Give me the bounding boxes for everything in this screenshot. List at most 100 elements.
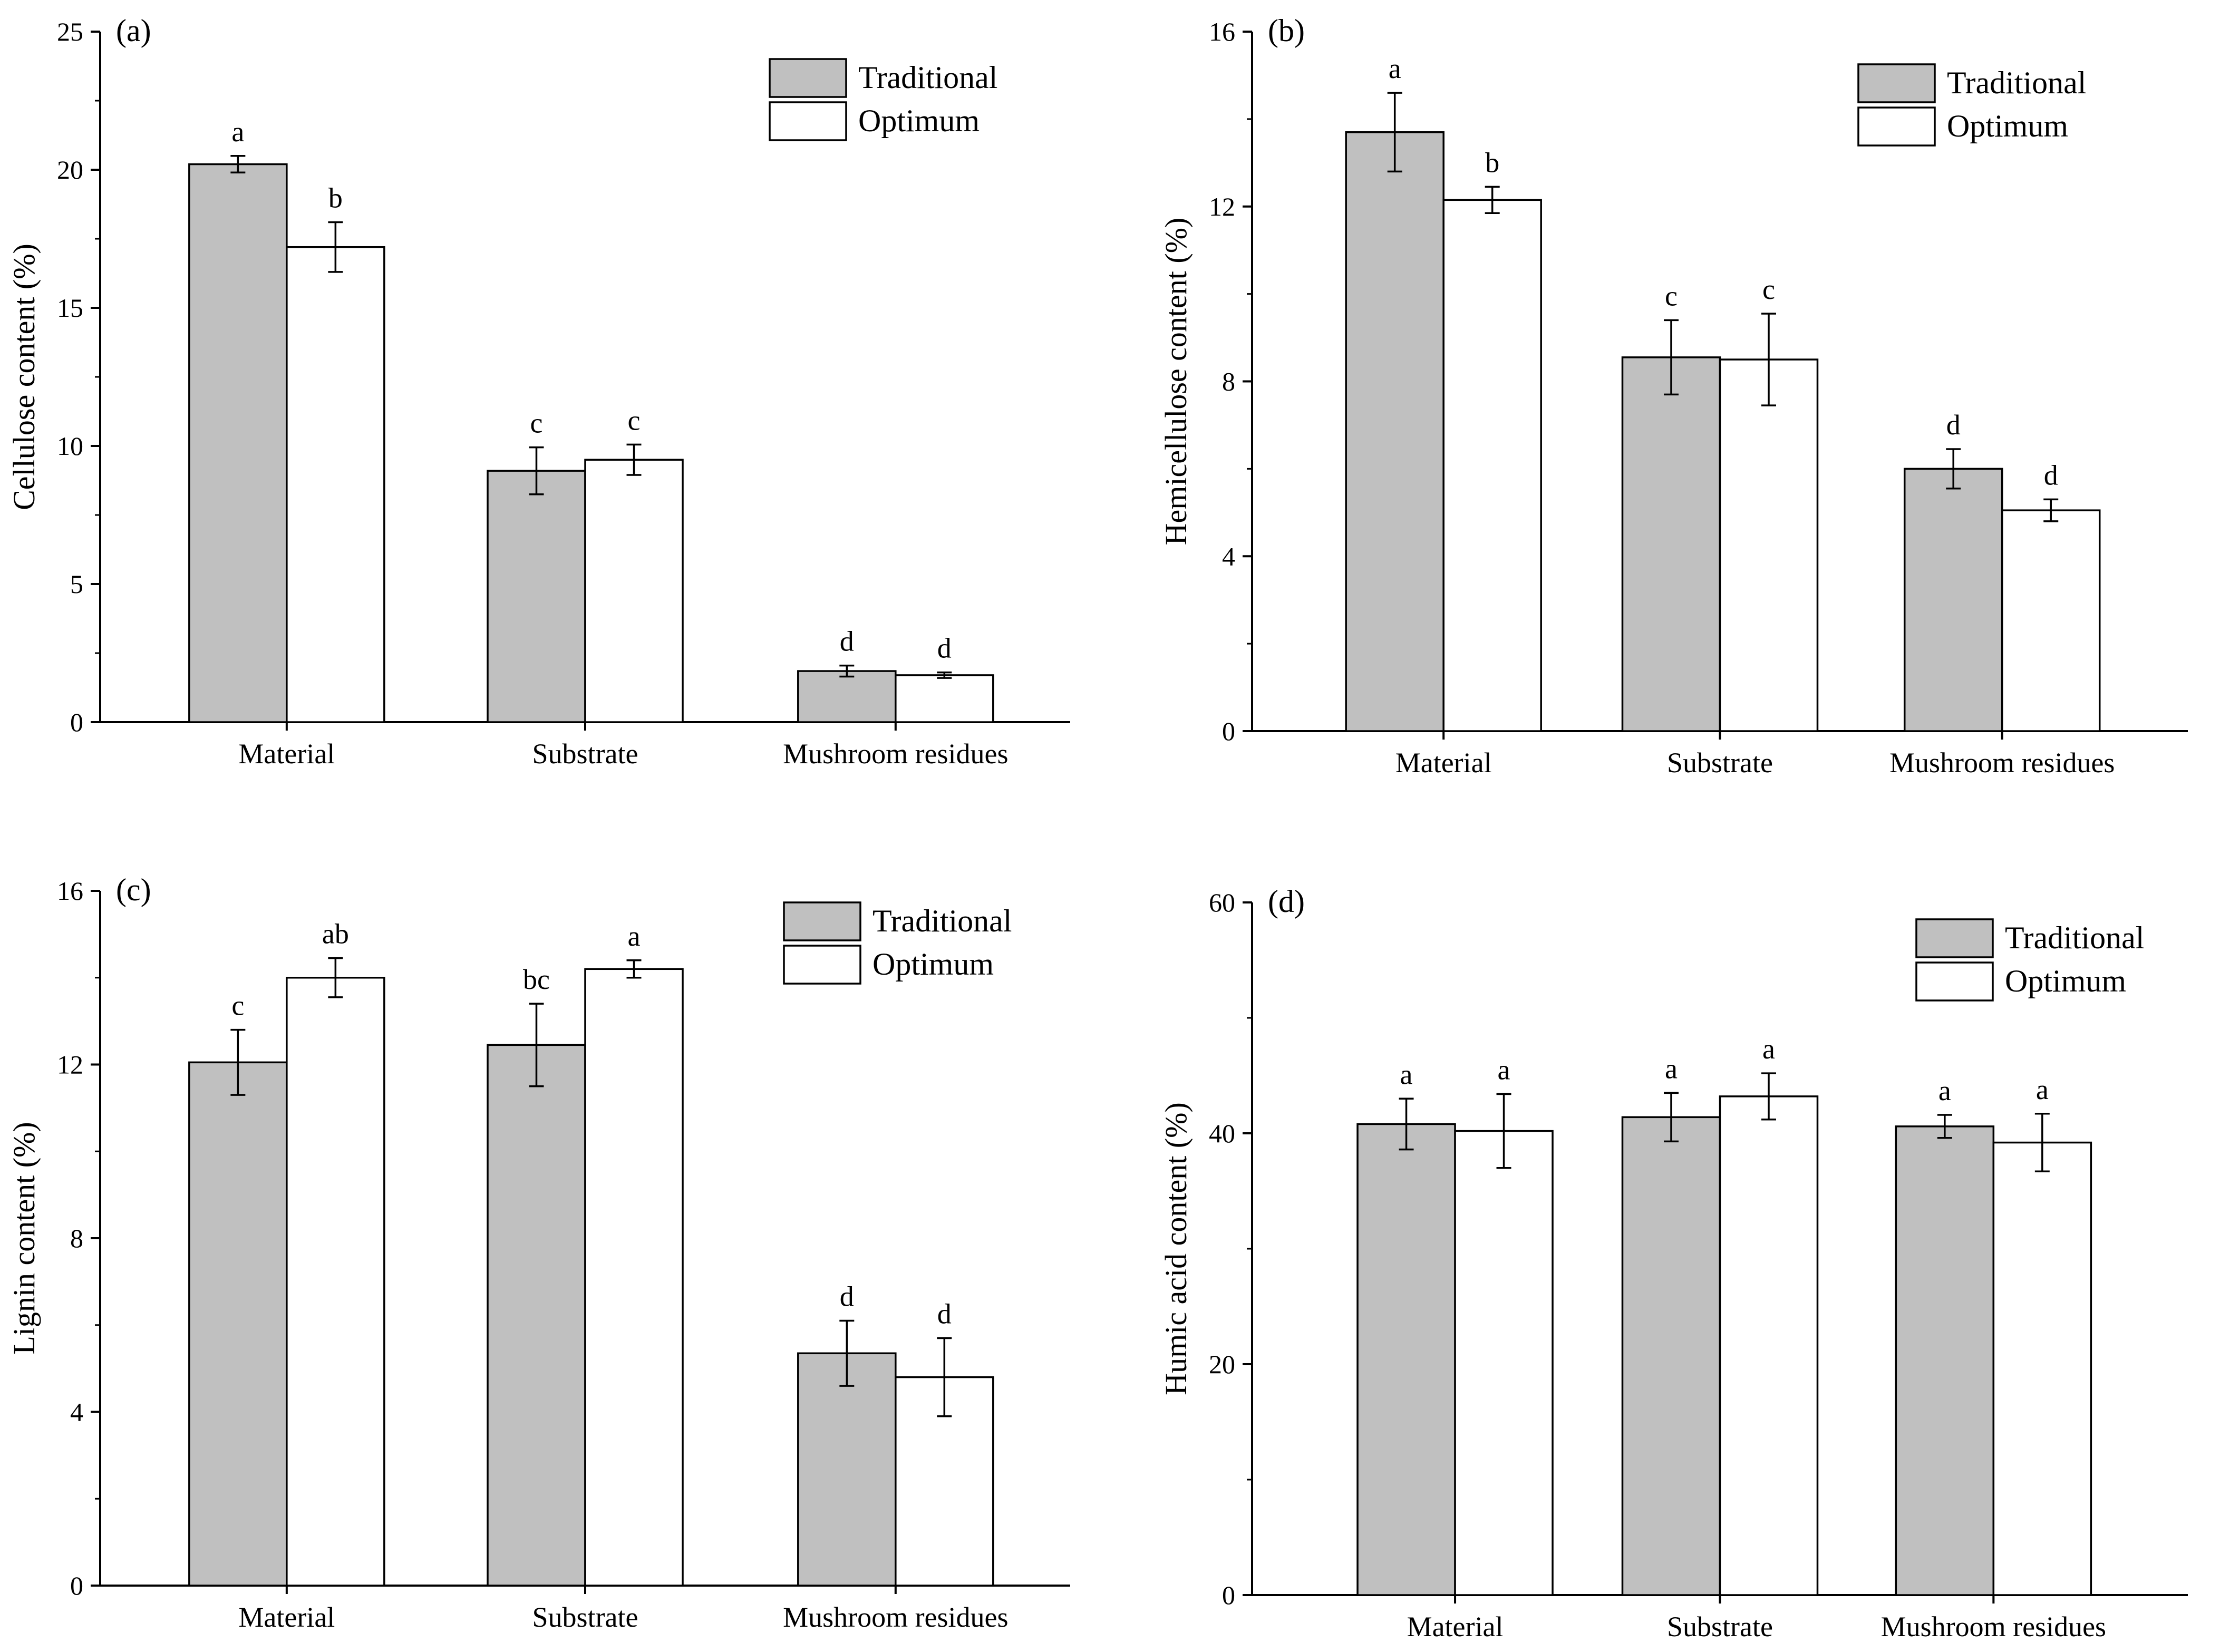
y-tick-label: 60 xyxy=(1209,888,1235,917)
significance-letter: a xyxy=(1665,1053,1678,1084)
bar-traditional xyxy=(1621,1116,1721,1596)
significance-letter: a xyxy=(1400,1058,1413,1090)
bar-optimum xyxy=(286,977,385,1587)
bar-optimum xyxy=(1454,1130,1554,1596)
significance-letter: c xyxy=(530,407,543,439)
x-category-label: Mushroom residues xyxy=(783,738,1008,770)
chart-panel-1: 0 5 10 15 20 25 Cellulose content (%) (a) Materi… xyxy=(7,13,1070,770)
legend: Traditional Optimum xyxy=(769,58,997,141)
significance-letter: d xyxy=(2044,459,2058,491)
legend-swatch-traditional xyxy=(1915,918,1994,958)
bar-optimum xyxy=(584,459,684,723)
panel-tag: (b) xyxy=(1268,13,1305,48)
x-category-label: Substrate xyxy=(1667,747,1773,779)
bar-traditional xyxy=(1356,1123,1456,1596)
x-category-label: Material xyxy=(238,1601,335,1633)
y-tick-label: 4 xyxy=(70,1397,83,1427)
significance-letter: a xyxy=(1389,53,1401,84)
bar-optimum xyxy=(1992,1141,2092,1596)
panel-tag: (c) xyxy=(116,872,151,907)
x-category-label: Mushroom residues xyxy=(1889,747,2115,779)
significance-letter: d xyxy=(840,626,854,657)
significance-letter: c xyxy=(1665,280,1678,312)
significance-letter: a xyxy=(1762,1033,1775,1065)
y-axis-title: Humic acid content (%) xyxy=(1159,1102,1193,1395)
bar-optimum xyxy=(1719,1095,1819,1596)
x-category-label: Mushroom residues xyxy=(783,1601,1008,1633)
legend-label: Optimum xyxy=(858,103,980,138)
y-tick-label: 5 xyxy=(70,569,83,599)
y-tick-label: 40 xyxy=(1209,1119,1235,1148)
legend: Traditional Optimum xyxy=(1857,63,2086,147)
y-tick-label: 10 xyxy=(57,431,83,461)
y-tick-label: 8 xyxy=(70,1223,83,1253)
significance-letter: b xyxy=(328,182,343,214)
y-tick-label: 25 xyxy=(57,17,83,46)
significance-letter: d xyxy=(937,1298,952,1329)
legend-label: Optimum xyxy=(873,947,994,982)
y-tick-label: 20 xyxy=(1209,1349,1235,1379)
y-tick-label: 12 xyxy=(57,1050,83,1080)
bar-optimum xyxy=(584,968,684,1587)
y-tick-label: 0 xyxy=(70,707,83,737)
bar-optimum xyxy=(1442,199,1542,732)
x-category-label: Substrate xyxy=(1667,1611,1773,1643)
bar-optimum xyxy=(2001,509,2101,732)
significance-letter: a xyxy=(2036,1074,2049,1105)
legend-swatch-optimum xyxy=(1915,961,1994,1002)
significance-letter: a xyxy=(628,920,641,952)
significance-letter: d xyxy=(1946,409,1961,441)
chart-panel-4: 0 20 40 60 Humic acid content (%) (d) Material… xyxy=(1159,884,2188,1643)
y-tick-label: 20 xyxy=(57,155,83,184)
bar-traditional xyxy=(487,1044,586,1587)
significance-letter: a xyxy=(1938,1075,1951,1106)
significance-letter: a xyxy=(231,116,244,148)
bar-traditional xyxy=(797,1352,897,1587)
legend: Traditional Optimum xyxy=(1915,918,2144,1002)
panel-tag: (a) xyxy=(116,13,151,48)
y-axis-title: Lignin content (%) xyxy=(7,1122,41,1354)
significance-letter: ab xyxy=(322,918,349,950)
legend-label: Traditional xyxy=(858,60,997,95)
bar-optimum xyxy=(895,674,994,723)
y-tick-label: 0 xyxy=(1222,1580,1235,1610)
y-axis-title: Hemicellulose content (%) xyxy=(1159,218,1193,546)
bar-traditional xyxy=(1895,1125,1995,1596)
legend-swatch-traditional xyxy=(783,901,861,941)
legend-swatch-optimum xyxy=(1857,106,1936,147)
significance-letter: d xyxy=(937,633,952,664)
bar-optimum xyxy=(1719,358,1819,732)
significance-letter: c xyxy=(628,404,641,436)
legend-label: Traditional xyxy=(2005,920,2144,955)
legend-label: Traditional xyxy=(1947,65,2086,100)
legend-swatch-optimum xyxy=(769,101,847,141)
y-axis-title: Cellulose content (%) xyxy=(7,244,41,510)
y-tick-label: 12 xyxy=(1209,192,1235,221)
significance-letter: c xyxy=(1762,274,1775,305)
legend: Traditional Optimum xyxy=(783,901,1012,985)
bar-traditional xyxy=(188,163,288,723)
x-category-label: Mushroom residues xyxy=(1881,1611,2106,1643)
significance-letter: a xyxy=(1498,1054,1510,1086)
y-tick-label: 16 xyxy=(1209,17,1235,46)
significance-letter: d xyxy=(840,1281,854,1313)
bar-traditional xyxy=(1621,356,1721,732)
x-category-label: Substrate xyxy=(532,738,638,770)
panel-tag: (d) xyxy=(1268,884,1305,919)
chart-panel-2: 0 4 8 12 16 Hemicellulose content (%) (b) Mater… xyxy=(1159,13,2188,779)
legend-swatch-traditional xyxy=(1857,63,1936,103)
x-category-label: Material xyxy=(1395,747,1492,779)
y-tick-label: 0 xyxy=(1222,716,1235,746)
legend-swatch-traditional xyxy=(769,58,847,98)
x-category-label: Material xyxy=(238,738,335,770)
y-tick-label: 0 xyxy=(70,1571,83,1600)
significance-letter: b xyxy=(1485,147,1499,178)
bar-traditional xyxy=(1903,468,2003,732)
legend-label: Optimum xyxy=(2005,964,2126,998)
legend-label: Optimum xyxy=(1947,109,2068,143)
bar-traditional xyxy=(487,470,586,723)
significance-letter: bc xyxy=(523,964,550,995)
bar-traditional xyxy=(188,1061,288,1587)
significance-letter: c xyxy=(231,990,244,1022)
